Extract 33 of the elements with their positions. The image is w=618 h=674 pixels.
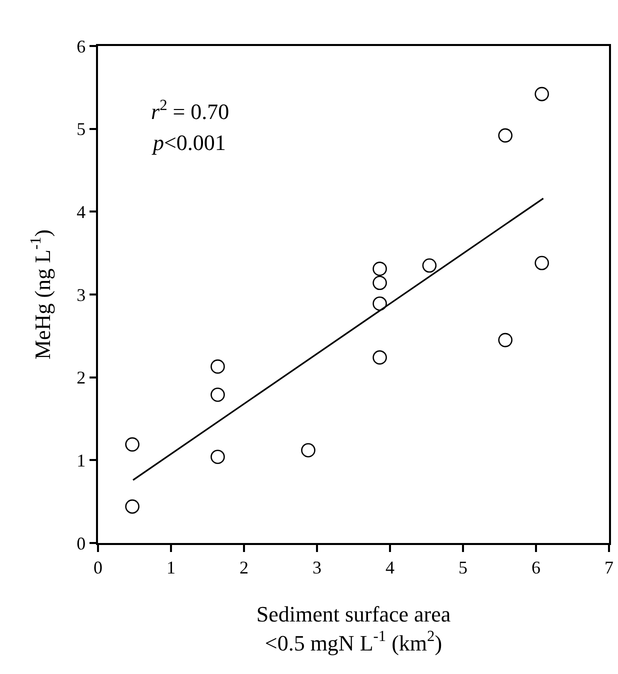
point — [372, 262, 387, 276]
x-tick-label: 5 — [458, 557, 468, 578]
x-tick-label: 0 — [94, 557, 102, 578]
y-tick-label: 3 — [76, 284, 86, 305]
point — [125, 499, 140, 514]
point — [372, 350, 387, 365]
point — [301, 443, 316, 458]
x-tick-label: 6 — [532, 557, 540, 578]
y-tick-label: 6 — [76, 36, 86, 56]
point — [210, 359, 225, 374]
point — [534, 86, 549, 102]
point — [422, 258, 437, 273]
point — [210, 450, 225, 464]
point — [534, 256, 549, 270]
x-tick-label: 7 — [604, 557, 614, 578]
point — [372, 276, 387, 290]
x-tick-label: 1 — [166, 557, 176, 578]
y-tick-label: 5 — [76, 119, 86, 140]
y-tick-label: 1 — [76, 450, 86, 470]
x-axis-title: Sediment surface area <0.5 mgN L$^{-1}$ (km$^{2}$) — [256, 602, 451, 656]
y-tick-label: 2 — [76, 368, 86, 388]
annotation: p<0.001 — [151, 130, 226, 155]
point — [498, 128, 512, 143]
x-tick-label: 3 — [312, 557, 322, 578]
point — [210, 388, 225, 402]
x-tick-label: 2 — [240, 557, 248, 578]
point — [498, 332, 512, 348]
point — [125, 437, 140, 452]
y-tick-label: 0 — [76, 533, 86, 554]
annotation: r$^{2}$ = 0.70 — [151, 97, 230, 124]
y-tick-label: 4 — [76, 202, 86, 222]
point — [372, 296, 387, 311]
x-tick-label: 4 — [386, 557, 394, 578]
